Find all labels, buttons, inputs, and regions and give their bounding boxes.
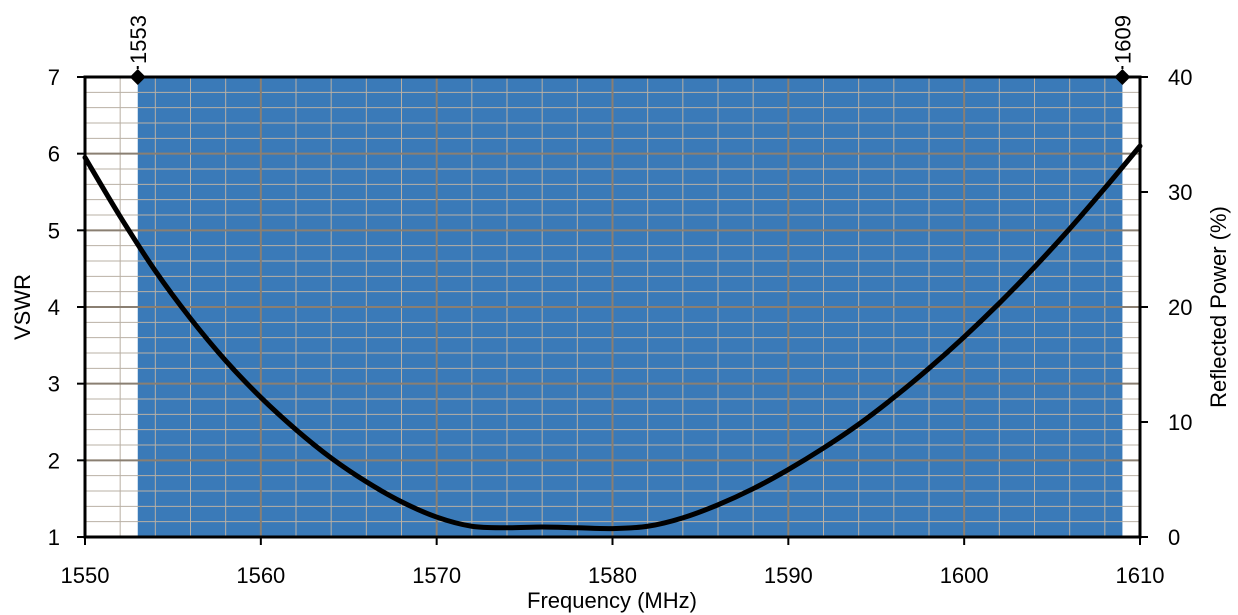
y-tick-label: 6 bbox=[48, 142, 60, 167]
vswr-curve bbox=[82, 143, 1143, 532]
y2-tick-label: 20 bbox=[1168, 295, 1192, 320]
y-tick-label: 3 bbox=[48, 372, 60, 397]
y2-tick-label: 30 bbox=[1168, 180, 1192, 205]
band-marker-label: 1553 bbox=[126, 15, 151, 64]
band-marker bbox=[1114, 69, 1131, 85]
x-tick-label: 1580 bbox=[588, 563, 637, 588]
y2-tick-label: 40 bbox=[1168, 65, 1192, 90]
y-tick-label: 7 bbox=[48, 65, 60, 90]
y2-tick-label: 0 bbox=[1168, 525, 1180, 550]
major-grid bbox=[85, 77, 1140, 537]
band-markers: 1553 1609 bbox=[126, 15, 1135, 85]
x-tick-label: 1590 bbox=[764, 563, 813, 588]
x-tick-label: 1560 bbox=[236, 563, 285, 588]
x-tick-label: 1550 bbox=[61, 563, 110, 588]
y2-axis-title: Reflected Power (%) bbox=[1206, 206, 1231, 408]
x-tick-label: 1570 bbox=[412, 563, 461, 588]
y-tick-label: 2 bbox=[48, 448, 60, 473]
y-tick-label: 1 bbox=[48, 525, 60, 550]
x-tick-label: 1600 bbox=[940, 563, 989, 588]
band-marker bbox=[129, 69, 146, 85]
y-tick-label: 5 bbox=[48, 218, 60, 243]
axis-ticks: 1550 1560 1570 1580 1590 1600 1610 1 2 3 4 5 6 7 0 10 20… bbox=[48, 65, 1193, 588]
x-tick-label: 1610 bbox=[1116, 563, 1165, 588]
band-marker-label: 1609 bbox=[1110, 15, 1135, 64]
x-axis-title: Frequency (MHz) bbox=[527, 588, 697, 613]
y-axis-title: VSWR bbox=[10, 274, 35, 340]
y2-tick-label: 10 bbox=[1168, 410, 1192, 435]
y-tick-label: 4 bbox=[48, 295, 60, 320]
